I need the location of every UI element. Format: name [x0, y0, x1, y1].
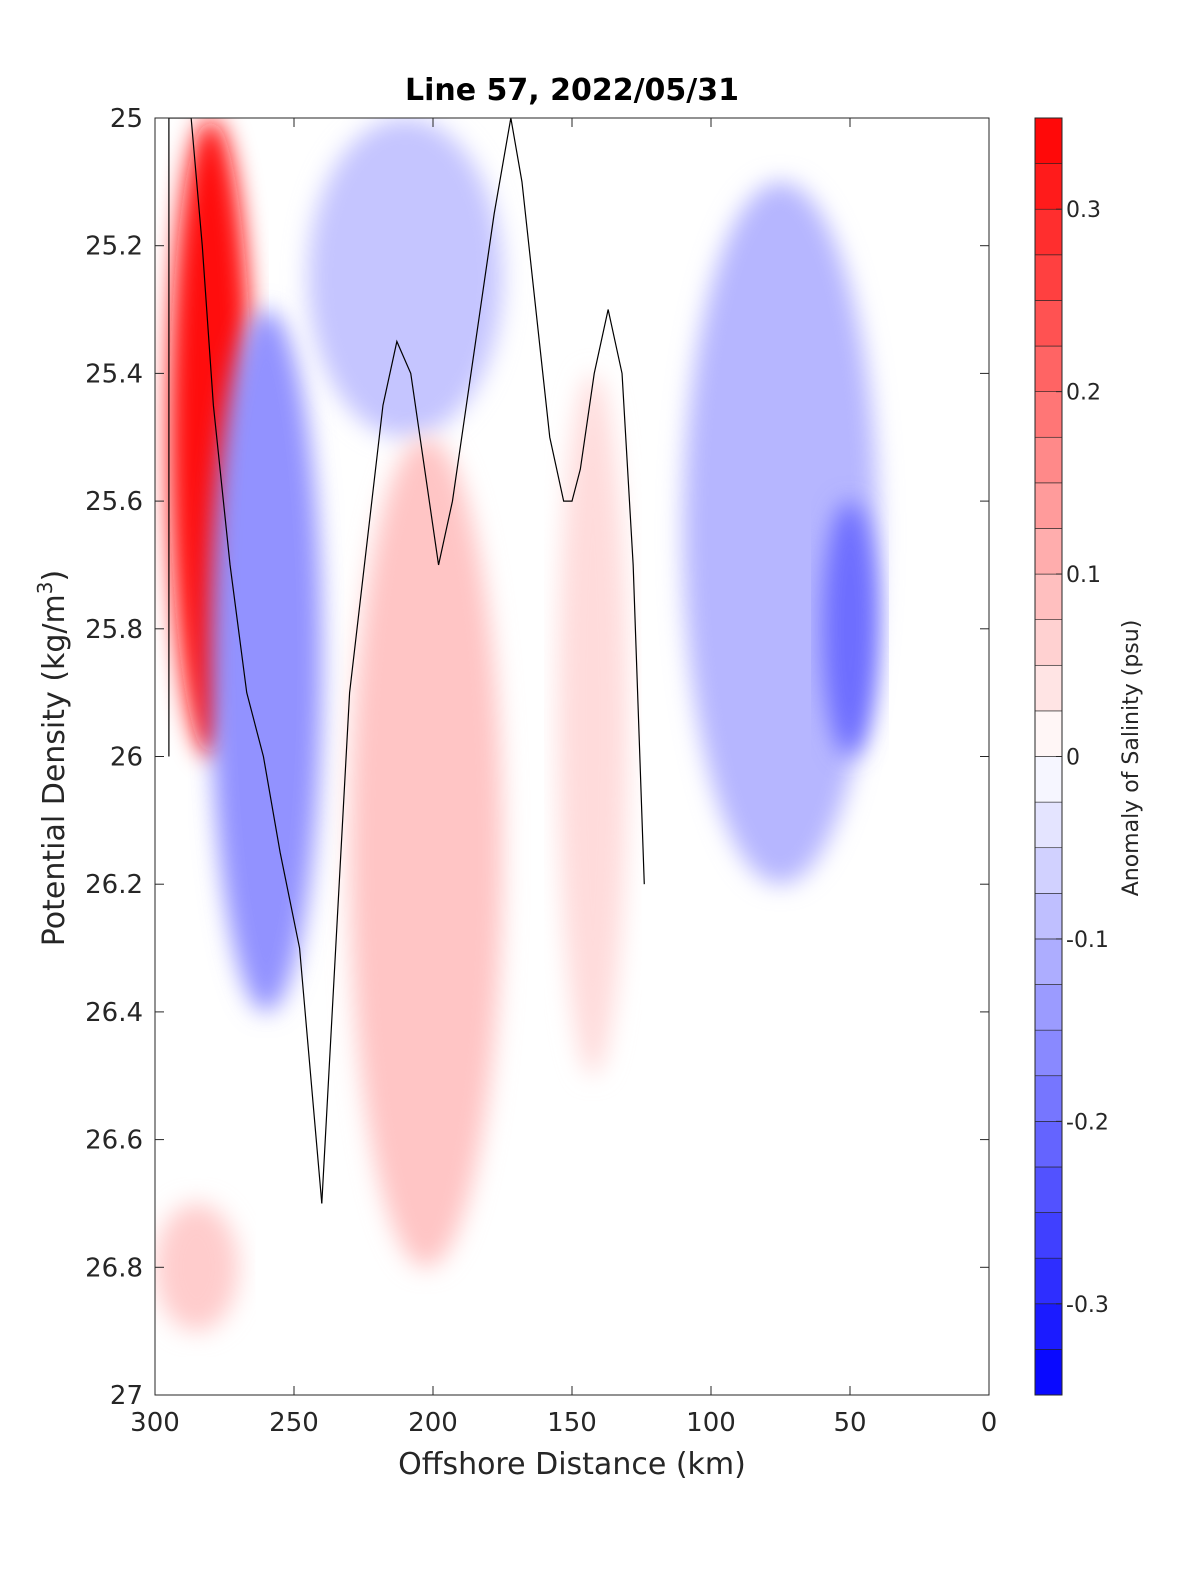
x-tick-label: 50 — [833, 1408, 866, 1438]
colorbar-level — [1034, 1303, 1063, 1350]
colorbar-level — [1034, 710, 1063, 757]
anomaly-region-fresh-upper-band — [307, 118, 503, 438]
colorbar-tick-label: 0.3 — [1066, 198, 1101, 223]
y-tick-label: 26.4 — [85, 998, 143, 1028]
colorbar-level — [1034, 756, 1063, 803]
colorbar-tick-label: -0.1 — [1066, 928, 1109, 953]
colorbar-tick-label: 0.1 — [1066, 563, 1101, 588]
y-axis-title: Potential Density (kg/m3) — [33, 570, 72, 946]
y-axis: 25 25.2 25.4 25.6 25.8 26 26.2 26.4 26.6 26.8 27 — [85, 104, 989, 1411]
zero-contour-line-2 — [321, 118, 645, 1204]
colorbar-level — [1034, 1257, 1063, 1305]
anomaly-field — [155, 118, 878, 1332]
colorbar-tick-label: 0 — [1066, 746, 1080, 771]
colorbar-level — [1034, 573, 1063, 620]
x-axis: 300 250 200 150 100 50 0 — [130, 118, 997, 1438]
x-tick-label: 150 — [547, 1408, 597, 1438]
colorbar-level — [1034, 984, 1063, 1031]
colorbar-level — [1034, 528, 1063, 575]
x-tick-label: 0 — [981, 1408, 998, 1438]
zero-contours — [168, 118, 645, 1204]
colorbar-ticks: 0.3 0.2 0.1 0 -0.1 -0.2 -0.3 — [1056, 198, 1109, 1318]
colorbar-level — [1034, 391, 1063, 438]
colorbar-level — [1034, 208, 1063, 256]
colorbar-level — [1034, 1166, 1063, 1213]
colorbar-level — [1034, 1029, 1063, 1077]
colorbar-level — [1034, 938, 1063, 985]
y-tick-label: 25.4 — [85, 359, 143, 389]
y-tick-label: 25.2 — [85, 232, 143, 262]
colorbar-level — [1034, 1349, 1063, 1396]
colorbar-level — [1034, 163, 1063, 210]
colorbar-title: Anomaly of Salinity (psu) — [1119, 620, 1144, 897]
colorbar-level — [1034, 436, 1063, 484]
y-tick-label: 25.8 — [85, 615, 143, 645]
colorbar-tick-label: 0.2 — [1066, 381, 1101, 406]
x-tick-label: 250 — [269, 1408, 319, 1438]
colorbar-level — [1034, 619, 1063, 666]
x-tick-label: 300 — [130, 1408, 180, 1438]
y-tick-label: 26.8 — [85, 1253, 143, 1283]
colorbar-level — [1034, 482, 1063, 529]
colorbar-tick-label: -0.2 — [1066, 1110, 1109, 1135]
colorbar-level — [1034, 345, 1063, 392]
y-axis-title-close: ) — [37, 570, 72, 582]
colorbar-level — [1034, 1121, 1063, 1168]
anomaly-region-saline-ridge-145km — [558, 373, 628, 1076]
y-tick-label: 26.6 — [85, 1126, 143, 1156]
y-axis-title-main: Potential Density (kg/m — [37, 594, 72, 946]
x-tick-label: 200 — [408, 1408, 458, 1438]
y-tick-label: 25 — [110, 104, 143, 134]
anomaly-region-fresh-tongue-west — [210, 309, 322, 1012]
anomaly-region-fresh-core-55km — [822, 501, 878, 757]
y-axis-title-sup: 3 — [33, 581, 57, 594]
chart-title: Line 57, 2022/05/31 — [405, 73, 739, 108]
colorbar-level — [1034, 801, 1063, 849]
colorbar-level — [1034, 1075, 1063, 1122]
colorbar-level — [1034, 300, 1063, 347]
anomaly-region-saline-ridge-200km — [349, 437, 503, 1268]
zero-contour-line-1 — [168, 118, 323, 1204]
x-axis-title: Offshore Distance (km) — [398, 1447, 746, 1482]
colorbar-level — [1034, 893, 1063, 940]
colorbar-level — [1034, 664, 1063, 712]
colorbar-level — [1034, 117, 1063, 164]
colorbar-level — [1034, 847, 1063, 894]
colorbar-level — [1034, 254, 1063, 301]
y-tick-label: 27 — [110, 1381, 143, 1411]
y-tick-label: 25.6 — [85, 487, 143, 517]
colorbar — [1034, 117, 1063, 1396]
x-tick-label: 100 — [686, 1408, 736, 1438]
anomaly-region-saline-deep-west — [155, 1203, 239, 1332]
colorbar-tick-label: -0.3 — [1066, 1293, 1109, 1318]
y-tick-label: 26.2 — [85, 870, 143, 900]
y-tick-label: 26 — [110, 743, 143, 773]
colorbar-level — [1034, 1212, 1063, 1259]
